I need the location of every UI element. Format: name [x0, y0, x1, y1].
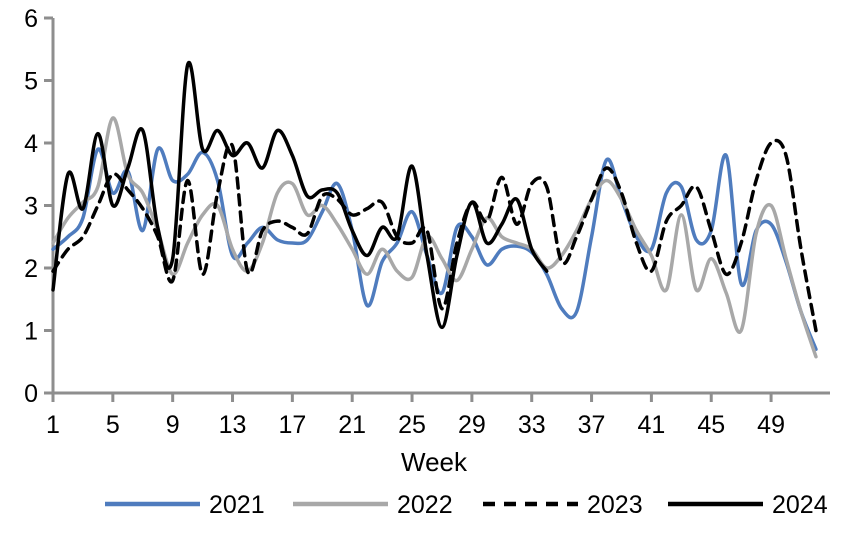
series-group [51, 60, 818, 359]
x-tick-label-5: 5 [106, 411, 120, 439]
legend-label-2023: 2023 [587, 491, 643, 519]
legend-item-2023: 2023 [483, 491, 643, 519]
x-tick-label-49: 49 [757, 411, 785, 439]
x-tick-label-9: 9 [166, 411, 180, 439]
x-tick-label-41: 41 [637, 411, 665, 439]
legend-label-2024: 2024 [772, 491, 828, 519]
y-tick-labels: 0 1 2 3 4 5 6 [24, 5, 38, 408]
x-tick-label-13: 13 [219, 411, 247, 439]
x-tick-labels: 1 5 9 13 17 21 25 29 33 37 41 45 49 [46, 411, 785, 439]
legend-item-2022: 2022 [293, 491, 453, 519]
x-tick-label-33: 33 [518, 411, 546, 439]
series-line-2021 [51, 146, 818, 351]
x-tick-label-21: 21 [338, 411, 366, 439]
series-line-2023 [51, 138, 818, 333]
y-tick-label-6: 6 [24, 5, 38, 33]
y-tick-label-5: 5 [24, 68, 38, 96]
x-tick-label-29: 29 [458, 411, 486, 439]
legend-label-2021: 2021 [209, 491, 265, 519]
y-tick-label-3: 3 [24, 193, 38, 221]
y-tick-label-4: 4 [24, 130, 38, 158]
legend-label-2022: 2022 [397, 491, 453, 519]
x-tick-label-1: 1 [46, 411, 60, 439]
series-line-2022 [51, 116, 818, 359]
legend-item-2024: 2024 [668, 491, 828, 519]
y-tick-label-2: 2 [24, 255, 38, 283]
y-tick-label-0: 0 [24, 380, 38, 408]
x-tick-label-37: 37 [578, 411, 606, 439]
x-tick-label-45: 45 [697, 411, 725, 439]
x-tick-label-25: 25 [398, 411, 426, 439]
x-axis-title: Week [401, 447, 468, 477]
x-tick-label-17: 17 [278, 411, 306, 439]
axes-group [44, 16, 830, 402]
series-line-2024 [51, 60, 549, 330]
legend-item-2021: 2021 [105, 491, 265, 519]
y-tick-label-1: 1 [24, 318, 38, 346]
legend-group: 2021 2022 2023 2024 [105, 491, 828, 519]
